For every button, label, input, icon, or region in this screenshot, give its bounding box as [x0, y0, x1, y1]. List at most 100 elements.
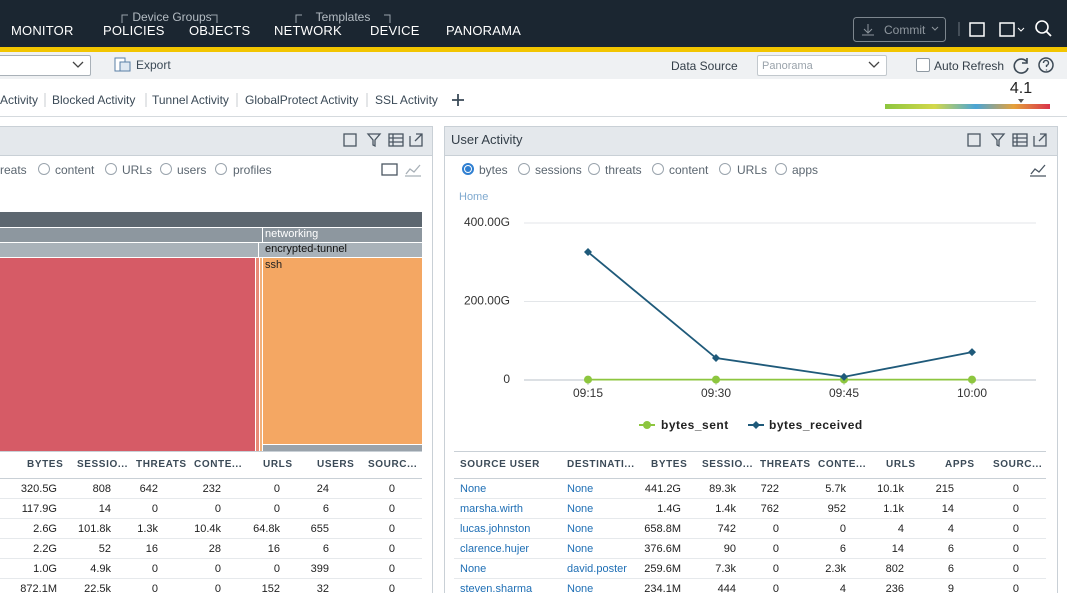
point[interactable] [584, 248, 592, 257]
treemap-subcategory[interactable] [259, 243, 422, 257]
refresh-icon[interactable] [1013, 58, 1029, 74]
radio-button[interactable] [518, 163, 530, 175]
point[interactable] [712, 375, 720, 384]
search-icon[interactable] [1035, 20, 1049, 34]
radio-label[interactable]: threats [605, 163, 642, 177]
treemap-category[interactable] [0, 228, 262, 242]
tab[interactable]: SSL Activity [375, 93, 438, 107]
point[interactable] [840, 372, 848, 381]
tab[interactable]: Blocked Activity [52, 93, 136, 107]
radio-label[interactable]: URLs [122, 163, 153, 177]
radio-button[interactable] [719, 163, 731, 175]
column-header[interactable]: SESSIO... [702, 459, 753, 470]
radio-button[interactable] [105, 163, 117, 175]
treemap-subcategory[interactable] [0, 243, 258, 257]
treemap-block[interactable] [260, 258, 262, 452]
column-header[interactable]: THREATS [760, 459, 811, 470]
column-header[interactable]: DESTINATI... [567, 459, 635, 470]
column-header[interactable]: URLS [886, 459, 916, 470]
add-tab[interactable] [452, 94, 464, 106]
column-header[interactable]: SOURC... [993, 459, 1043, 470]
point[interactable] [584, 375, 592, 384]
cell-link[interactable]: marsha.wirth [460, 503, 523, 515]
cell-link[interactable]: None [567, 503, 594, 515]
popout-icon[interactable] [409, 133, 423, 147]
cell-link[interactable]: None [567, 483, 594, 495]
cell-link[interactable]: None [567, 543, 594, 555]
cell-link[interactable]: david.poster [567, 563, 627, 575]
cell-link[interactable]: clarence.hujer [460, 543, 530, 555]
radio-label[interactable]: URLs [737, 163, 768, 177]
radio-button[interactable] [38, 163, 50, 175]
chart-view-icon[interactable] [405, 164, 421, 177]
nav-item[interactable]: POLICIES [103, 23, 165, 38]
nav-item[interactable]: OBJECTS [189, 23, 251, 38]
cell-link[interactable]: None [567, 523, 594, 535]
column-header[interactable]: SESSIO... [77, 459, 128, 470]
breadcrumb[interactable]: Home [459, 191, 489, 203]
column-header[interactable]: BYTES [651, 459, 688, 470]
auto-refresh-checkbox[interactable] [916, 58, 930, 72]
cell-link[interactable]: None [460, 563, 487, 575]
treemap-category[interactable] [263, 228, 422, 242]
radio-label[interactable]: users [177, 163, 207, 177]
radio-label[interactable]: sessions [535, 163, 582, 177]
cell-link[interactable]: lucas.johnston [460, 523, 531, 535]
radio-button[interactable] [215, 163, 227, 175]
radio-label[interactable]: apps [792, 163, 819, 177]
treemap-block[interactable] [263, 258, 422, 444]
table-icon[interactable] [388, 133, 404, 147]
table-icon[interactable] [1012, 133, 1028, 147]
nav-item[interactable]: MONITOR [11, 23, 74, 38]
treemap-block[interactable] [263, 445, 422, 452]
nav-item[interactable]: DEVICE [370, 23, 420, 38]
legend-label[interactable]: bytes_sent [661, 418, 729, 432]
column-header[interactable]: URLS [263, 459, 293, 470]
point[interactable] [712, 354, 720, 363]
lock-icon[interactable] [969, 22, 985, 37]
radio-button[interactable] [775, 163, 787, 175]
column-header[interactable]: BYTES [27, 459, 64, 470]
column-header[interactable]: THREATS [136, 459, 187, 470]
column-header[interactable]: CONTE... [194, 459, 243, 470]
cell-link[interactable]: None [567, 583, 594, 593]
radio-button[interactable] [160, 163, 172, 175]
point[interactable] [968, 348, 976, 357]
maximize-icon[interactable] [343, 133, 357, 147]
radio-label[interactable]: profiles [233, 163, 272, 177]
column-header[interactable]: SOURCE USER [460, 459, 540, 470]
filter-icon[interactable] [990, 133, 1006, 148]
radio-button[interactable] [588, 163, 600, 175]
tab[interactable]: Tunnel Activity [152, 93, 229, 107]
treemap-block[interactable] [0, 258, 255, 452]
cell-link[interactable]: steven.sharma [460, 583, 533, 593]
radio-label[interactable]: bytes [479, 163, 508, 177]
treemap-block[interactable] [256, 258, 259, 452]
export-button[interactable]: Export [136, 58, 171, 72]
point[interactable] [968, 375, 976, 384]
nav-item[interactable]: NETWORK [274, 23, 342, 38]
radio-label[interactable]: content [669, 163, 709, 177]
help-icon[interactable] [1038, 57, 1054, 73]
treemap-view-icon[interactable] [381, 163, 398, 176]
column-header[interactable]: CONTE... [818, 459, 867, 470]
column-header[interactable]: USERS [317, 459, 355, 470]
tab[interactable]: Activity [0, 93, 39, 107]
config-icon[interactable] [999, 22, 1015, 37]
legend-label[interactable]: bytes_received [769, 418, 863, 432]
maximize-icon[interactable] [967, 133, 981, 147]
chart-view-icon[interactable] [1030, 164, 1046, 177]
radio-label[interactable]: content [55, 163, 95, 177]
view-select[interactable] [0, 55, 91, 76]
nav-item[interactable]: PANORAMA [446, 23, 522, 38]
commit-button[interactable] [853, 17, 946, 42]
column-header[interactable]: SOURC... [368, 459, 418, 470]
commit-label[interactable]: Commit [884, 23, 926, 37]
popout-icon[interactable] [1033, 133, 1047, 147]
filter-icon[interactable] [366, 133, 382, 148]
cell-link[interactable]: None [460, 483, 487, 495]
tab[interactable]: GlobalProtect Activity [245, 93, 359, 107]
radio-label[interactable]: reats [0, 163, 27, 177]
data-source-select[interactable] [757, 55, 887, 76]
column-header[interactable]: APPS [945, 459, 975, 470]
